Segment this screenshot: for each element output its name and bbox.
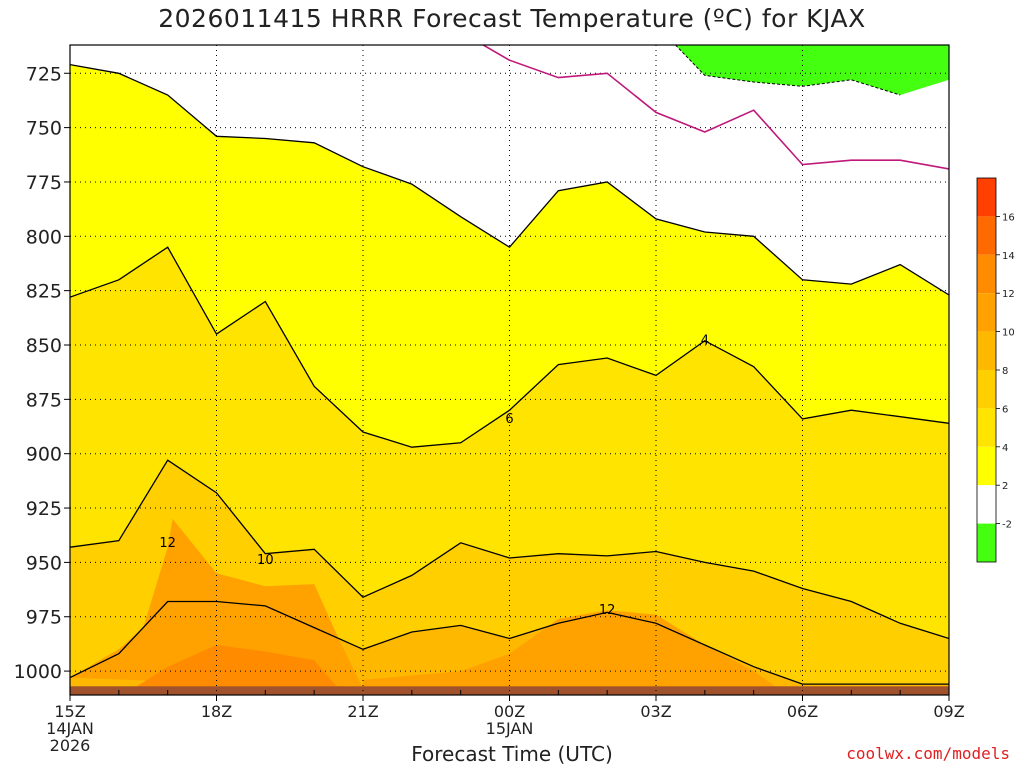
contour-label: 12: [159, 536, 176, 551]
chart-title: 2026011415 HRRR Forecast Temperature (ºC…: [158, 4, 866, 33]
y-tick-label: 825: [26, 281, 62, 303]
warm-pocket-core: [133, 645, 339, 689]
y-tick-label: 800: [26, 226, 62, 248]
colorbar-label: 8: [1002, 366, 1008, 377]
y-tick-label: 875: [26, 389, 62, 411]
y-tick-label: 1000: [14, 661, 62, 683]
colorbar-label: 10: [1002, 328, 1015, 339]
isotherm-6: [70, 459, 949, 640]
colorbar-swatch: [977, 408, 996, 447]
y-tick-label: 900: [26, 444, 62, 466]
x-tick-label: 18Z: [201, 702, 232, 721]
contour-label: 12: [599, 603, 616, 618]
colorbar-swatch: [977, 293, 996, 332]
x-tick-label: 06Z: [787, 702, 818, 721]
x-tick-label: 09Z: [933, 702, 964, 721]
isotherm-minus-2: [675, 45, 901, 96]
contour-label: 10: [257, 553, 274, 568]
y-tick-label: 925: [26, 498, 62, 520]
colorbar-label: -2: [1002, 520, 1012, 531]
colorbar-swatch: [977, 523, 996, 562]
x-tick-label: 03Z: [640, 702, 671, 721]
isotherm-2: [70, 63, 949, 296]
colorbar-label: 2: [1002, 481, 1008, 492]
y-tick-label: 850: [26, 335, 62, 357]
colorbar-label: 16: [1002, 212, 1015, 223]
colorbar-label: 12: [1002, 289, 1015, 300]
colorbar-swatch: [977, 254, 996, 294]
x-tick-label: 15Z: [54, 702, 85, 721]
warm-pocket-left: [70, 518, 363, 689]
cold-region: [675, 45, 949, 95]
colorbar-label: 6: [1002, 404, 1008, 415]
y-tick-label: 750: [26, 118, 62, 140]
y-tick-label: 775: [26, 172, 62, 194]
isotherm-4: [70, 246, 949, 448]
x-tick-sublabel: 14JAN: [46, 719, 94, 738]
x-axis-label: Forecast Time (UTC): [411, 742, 613, 766]
y-tick-label: 975: [26, 607, 62, 629]
freezing-line: [481, 45, 949, 170]
colorbar-swatch: [977, 485, 996, 524]
contour-label: 4: [701, 334, 709, 349]
colorbar-swatch: [977, 178, 996, 217]
contour-label: 6: [505, 412, 513, 427]
x-tick-sublabel: 15JAN: [486, 719, 534, 738]
isotherm-8: [70, 600, 949, 685]
credit-text: coolwx.com/models: [846, 744, 1010, 763]
colorbar-label: 4: [1002, 443, 1008, 454]
x-tick-sublabel: 2026: [50, 736, 91, 755]
colorbar-label: 14: [1002, 251, 1015, 262]
colorbar-swatch: [977, 370, 996, 409]
y-tick-label: 725: [26, 63, 62, 85]
colorbar-swatch: [977, 446, 996, 486]
x-tick-label: 00Z: [494, 702, 525, 721]
warm-pocket-right: [363, 610, 779, 689]
colorbar-swatch: [977, 216, 996, 255]
y-tick-label: 950: [26, 552, 62, 574]
x-tick-label: 21Z: [347, 702, 378, 721]
colorbar-swatch: [977, 331, 996, 370]
